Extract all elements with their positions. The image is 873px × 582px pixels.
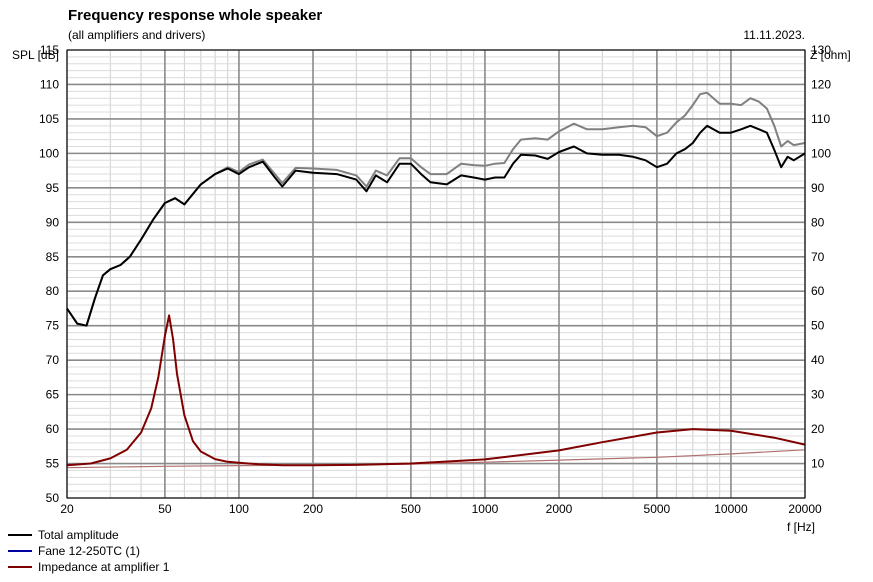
series-line-3 (66, 449, 806, 469)
legend: Total amplitude Fane 12-250TC (1) Impedanc… (8, 527, 169, 575)
x-axis-label: f [Hz] (787, 520, 816, 534)
y-right-tick-label: 10 (811, 457, 825, 471)
chart-date: 11.11.2023. (743, 28, 805, 42)
y-right-tick-label: 20 (811, 422, 825, 436)
plot-frame (66, 49, 806, 499)
series-line-2 (66, 314, 806, 467)
y-left-tick-label: 80 (46, 284, 60, 298)
minor-grid (66, 49, 806, 499)
legend-label: Total amplitude (38, 528, 119, 542)
y-left-tick-label: 65 (46, 388, 60, 402)
series-layer (66, 91, 806, 469)
y-right-tick-label: 70 (811, 250, 825, 264)
y-right-tick-label: 130 (811, 43, 831, 57)
y-left-tick-label: 110 (40, 77, 59, 91)
legend-label: Fane 12-250TC (1) (38, 544, 141, 558)
y-left-tick-label: 90 (46, 215, 60, 229)
tick-labels: 50 55 60 65 70 75 80 85 90 95 100 105 110 115 10 20 30 40… (39, 43, 831, 516)
legend-item: Total amplitude (8, 527, 169, 543)
major-grid (66, 49, 806, 499)
y-right-tick-label: 120 (811, 77, 831, 91)
y-right-tick-label: 30 (811, 388, 825, 402)
y-right-tick-label: 100 (811, 146, 831, 160)
y-left-tick-label: 105 (39, 112, 59, 126)
y-left-tick-label: 60 (46, 422, 60, 436)
y-left-tick-label: 55 (46, 457, 60, 471)
y-right-tick-label: 50 (811, 319, 825, 333)
chart-title: Frequency response whole speaker (68, 7, 323, 24)
x-tick-label: 10000 (714, 502, 748, 516)
y-left-tick-label: 100 (39, 146, 59, 160)
series-line-0 (66, 124, 806, 327)
y-axis-left-label: SPL [dB] (12, 48, 59, 62)
x-tick-label: 100 (229, 502, 249, 516)
y-right-tick-label: 90 (811, 181, 825, 195)
x-tick-label: 2000 (546, 502, 573, 516)
y-left-tick-label: 85 (46, 250, 60, 264)
legend-item: Impedance at amplifier 1 (8, 559, 169, 575)
x-tick-label: 50 (158, 502, 172, 516)
x-tick-label: 500 (401, 502, 421, 516)
chart-subtitle: (all amplifiers and drivers) (68, 28, 206, 42)
legend-swatch (8, 550, 32, 552)
y-left-tick-label: 50 (46, 491, 60, 505)
legend-item: Fane 12-250TC (1) (8, 543, 169, 559)
y-right-tick-label: 110 (811, 112, 830, 126)
legend-swatch (8, 566, 32, 568)
y-left-tick-label: 70 (46, 353, 60, 367)
legend-label: Impedance at amplifier 1 (38, 560, 170, 574)
y-left-tick-label: 75 (46, 319, 60, 333)
y-left-tick-label: 95 (46, 181, 60, 195)
y-right-tick-label: 80 (811, 215, 825, 229)
x-tick-label: 200 (303, 502, 323, 516)
x-tick-label: 1000 (472, 502, 499, 516)
y-right-tick-label: 40 (811, 353, 825, 367)
legend-swatch (8, 534, 32, 536)
y-left-tick-label: 115 (40, 43, 59, 57)
y-right-tick-label: 60 (811, 284, 825, 298)
x-tick-label: 20 (60, 502, 74, 516)
y-axis-right-label: Z [ohm] (810, 48, 851, 62)
x-tick-label: 5000 (644, 502, 671, 516)
x-tick-label: 20000 (788, 502, 822, 516)
